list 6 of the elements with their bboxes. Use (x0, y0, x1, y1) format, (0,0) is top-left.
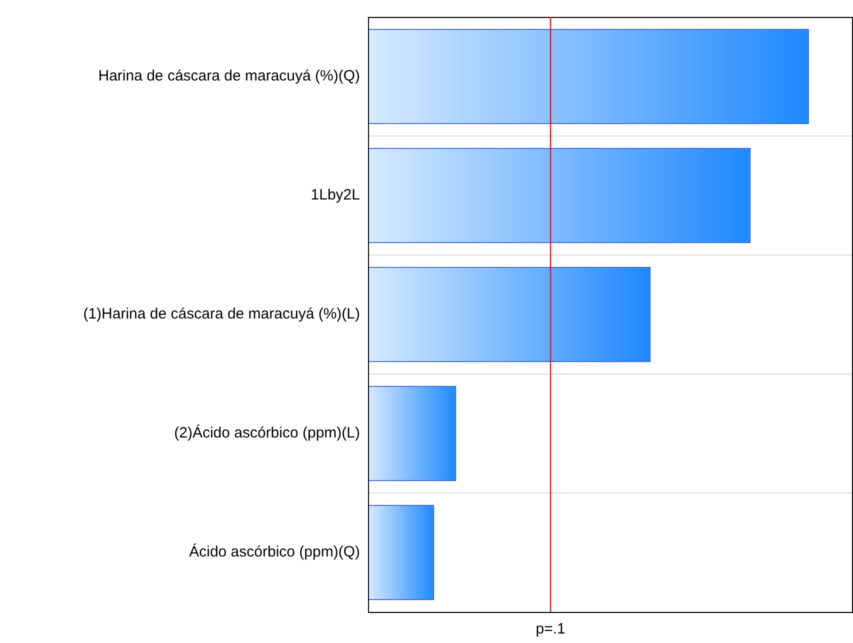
y-tick-label: 1Lby2L (310, 186, 360, 204)
y-tick-label: Ácido ascórbico (ppm)(Q) (189, 542, 360, 561)
ref-line-label: p=.1 (536, 620, 566, 638)
y-tick-label: (2)Ácido ascórbico (ppm)(L) (174, 424, 360, 442)
y-tick-label: Harina de cáscara de maracuyá (%)(Q) (98, 68, 360, 85)
y-tick-label: (1)Harina de cáscara de maracuyá (%)(L) (83, 306, 360, 323)
